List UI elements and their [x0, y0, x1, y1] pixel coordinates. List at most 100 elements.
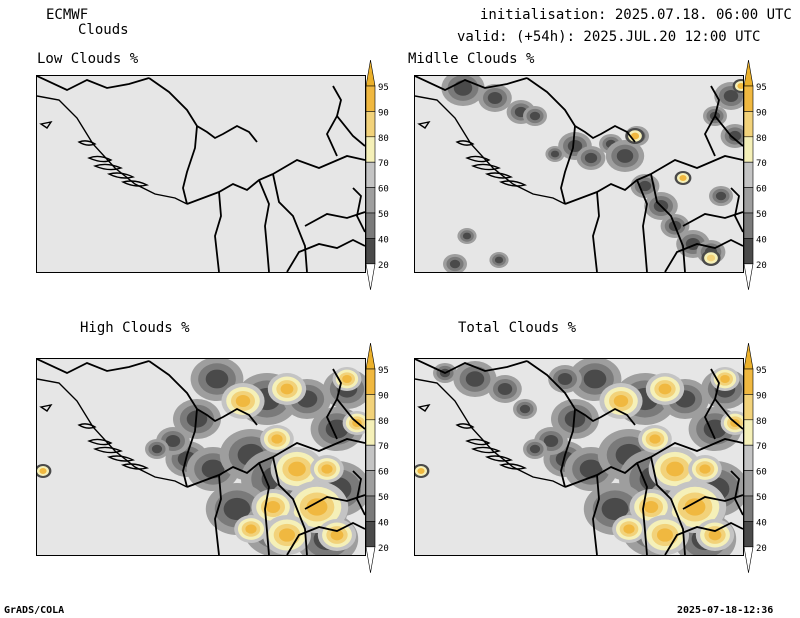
map-low-clouds — [36, 75, 366, 273]
country-border — [592, 191, 600, 272]
island-outline — [87, 438, 113, 446]
colorbar-box — [743, 136, 754, 163]
island-outline — [77, 423, 97, 429]
panel-title-low: Low Clouds % — [37, 51, 139, 67]
country-border — [352, 187, 365, 233]
colorbar-box — [365, 521, 376, 548]
coastline — [37, 378, 188, 488]
country-border — [636, 179, 648, 272]
country-border — [730, 470, 743, 516]
island-outline — [106, 172, 136, 179]
colorbar-box — [743, 368, 754, 395]
country-border — [258, 179, 270, 272]
colorbar-box — [743, 470, 754, 497]
colorbar-box — [743, 111, 754, 138]
cloud-field — [37, 359, 365, 555]
country-border — [592, 474, 600, 555]
product-name: Clouds — [78, 22, 129, 38]
colorbar-high: 20 40 50 60 70 80 90 95 — [365, 343, 389, 573]
colorbar-box — [743, 495, 754, 522]
colorbar-middle: 20 40 50 60 70 80 90 95 — [743, 60, 767, 290]
island-outline — [120, 180, 150, 187]
country-border — [186, 456, 274, 488]
country-border — [415, 359, 528, 374]
colorbar-box — [365, 111, 376, 138]
country-border — [564, 173, 652, 205]
island-outline — [106, 455, 136, 462]
country-border — [560, 125, 576, 205]
country-border — [526, 360, 636, 426]
island-outline — [484, 455, 514, 462]
colorbar-tick-label: 80 — [378, 417, 389, 427]
island-outline — [455, 423, 475, 429]
colorbar-tick-label: 95 — [378, 83, 389, 93]
colorbar-tick-label: 90 — [756, 108, 767, 118]
colorbar-tick-label: 20 — [756, 544, 767, 554]
island-outline — [39, 120, 53, 129]
panel-title-total: Total Clouds % — [458, 320, 577, 336]
country-border — [272, 173, 308, 272]
colorbar-box — [365, 187, 376, 214]
colorbar-tick-label: 70 — [756, 442, 767, 452]
colorbar-box — [743, 212, 754, 239]
colorbar-box — [365, 394, 376, 421]
country-border — [636, 462, 648, 555]
colorbar-arrow-bottom — [743, 546, 754, 573]
colorbar-box — [365, 85, 376, 112]
country-border — [352, 470, 365, 516]
country-border — [682, 494, 743, 510]
island-outline — [498, 463, 528, 470]
island-outline — [77, 140, 97, 146]
country-border — [560, 408, 576, 488]
country-border — [148, 77, 258, 143]
colorbar-box — [365, 161, 376, 188]
country-border — [664, 521, 743, 555]
footer-software: GrADS/COLA — [4, 605, 65, 616]
country-border — [37, 76, 150, 91]
colorbar-arrow-top — [743, 343, 754, 370]
country-border — [682, 211, 743, 227]
colorbar-tick-label: 20 — [378, 261, 389, 271]
colorbar-box — [743, 238, 754, 265]
country-border — [730, 187, 743, 233]
colorbar-tick-label: 50 — [378, 493, 389, 503]
country-border — [272, 456, 308, 555]
country-border — [37, 359, 150, 374]
country-border — [650, 173, 686, 272]
country-border — [650, 456, 686, 555]
island-outline — [93, 163, 123, 171]
colorbar-arrow-top — [743, 60, 754, 87]
colorbar-box — [743, 161, 754, 188]
map-background — [37, 76, 365, 272]
panel-title-middle: Midlle Clouds % — [408, 51, 535, 67]
colorbar-box — [365, 444, 376, 471]
island-outline — [498, 180, 528, 187]
country-border — [272, 155, 365, 175]
country-border — [325, 398, 338, 440]
island-outline — [87, 155, 113, 163]
colorbar-tick-label: 40 — [378, 235, 389, 245]
initialisation-time: initialisation: 2025.07.18. 06:00 UTC — [480, 7, 792, 23]
model-name: ECMWF — [46, 7, 89, 23]
country-border — [304, 211, 365, 227]
island-outline — [417, 120, 431, 129]
country-border — [148, 360, 258, 426]
colorbar-tick-label: 40 — [756, 235, 767, 245]
country-border — [526, 77, 636, 143]
country-border — [182, 125, 198, 205]
colorbar-tick-label: 80 — [378, 134, 389, 144]
island-outline — [465, 155, 491, 163]
colorbar-tick-label: 60 — [378, 185, 389, 195]
country-border — [304, 494, 365, 510]
country-border — [286, 238, 365, 272]
colorbar-low: 20 40 50 60 70 80 90 95 — [365, 60, 389, 290]
colorbar-arrow-bottom — [365, 263, 376, 290]
colorbar-tick-label: 20 — [378, 544, 389, 554]
colorbar-total: 20 40 50 60 70 80 90 95 — [743, 343, 767, 573]
map-total-clouds — [414, 358, 744, 556]
country-border — [214, 474, 222, 555]
country-border — [272, 438, 365, 458]
country-border — [325, 115, 338, 157]
colorbar-box — [743, 187, 754, 214]
country-border — [415, 76, 528, 91]
